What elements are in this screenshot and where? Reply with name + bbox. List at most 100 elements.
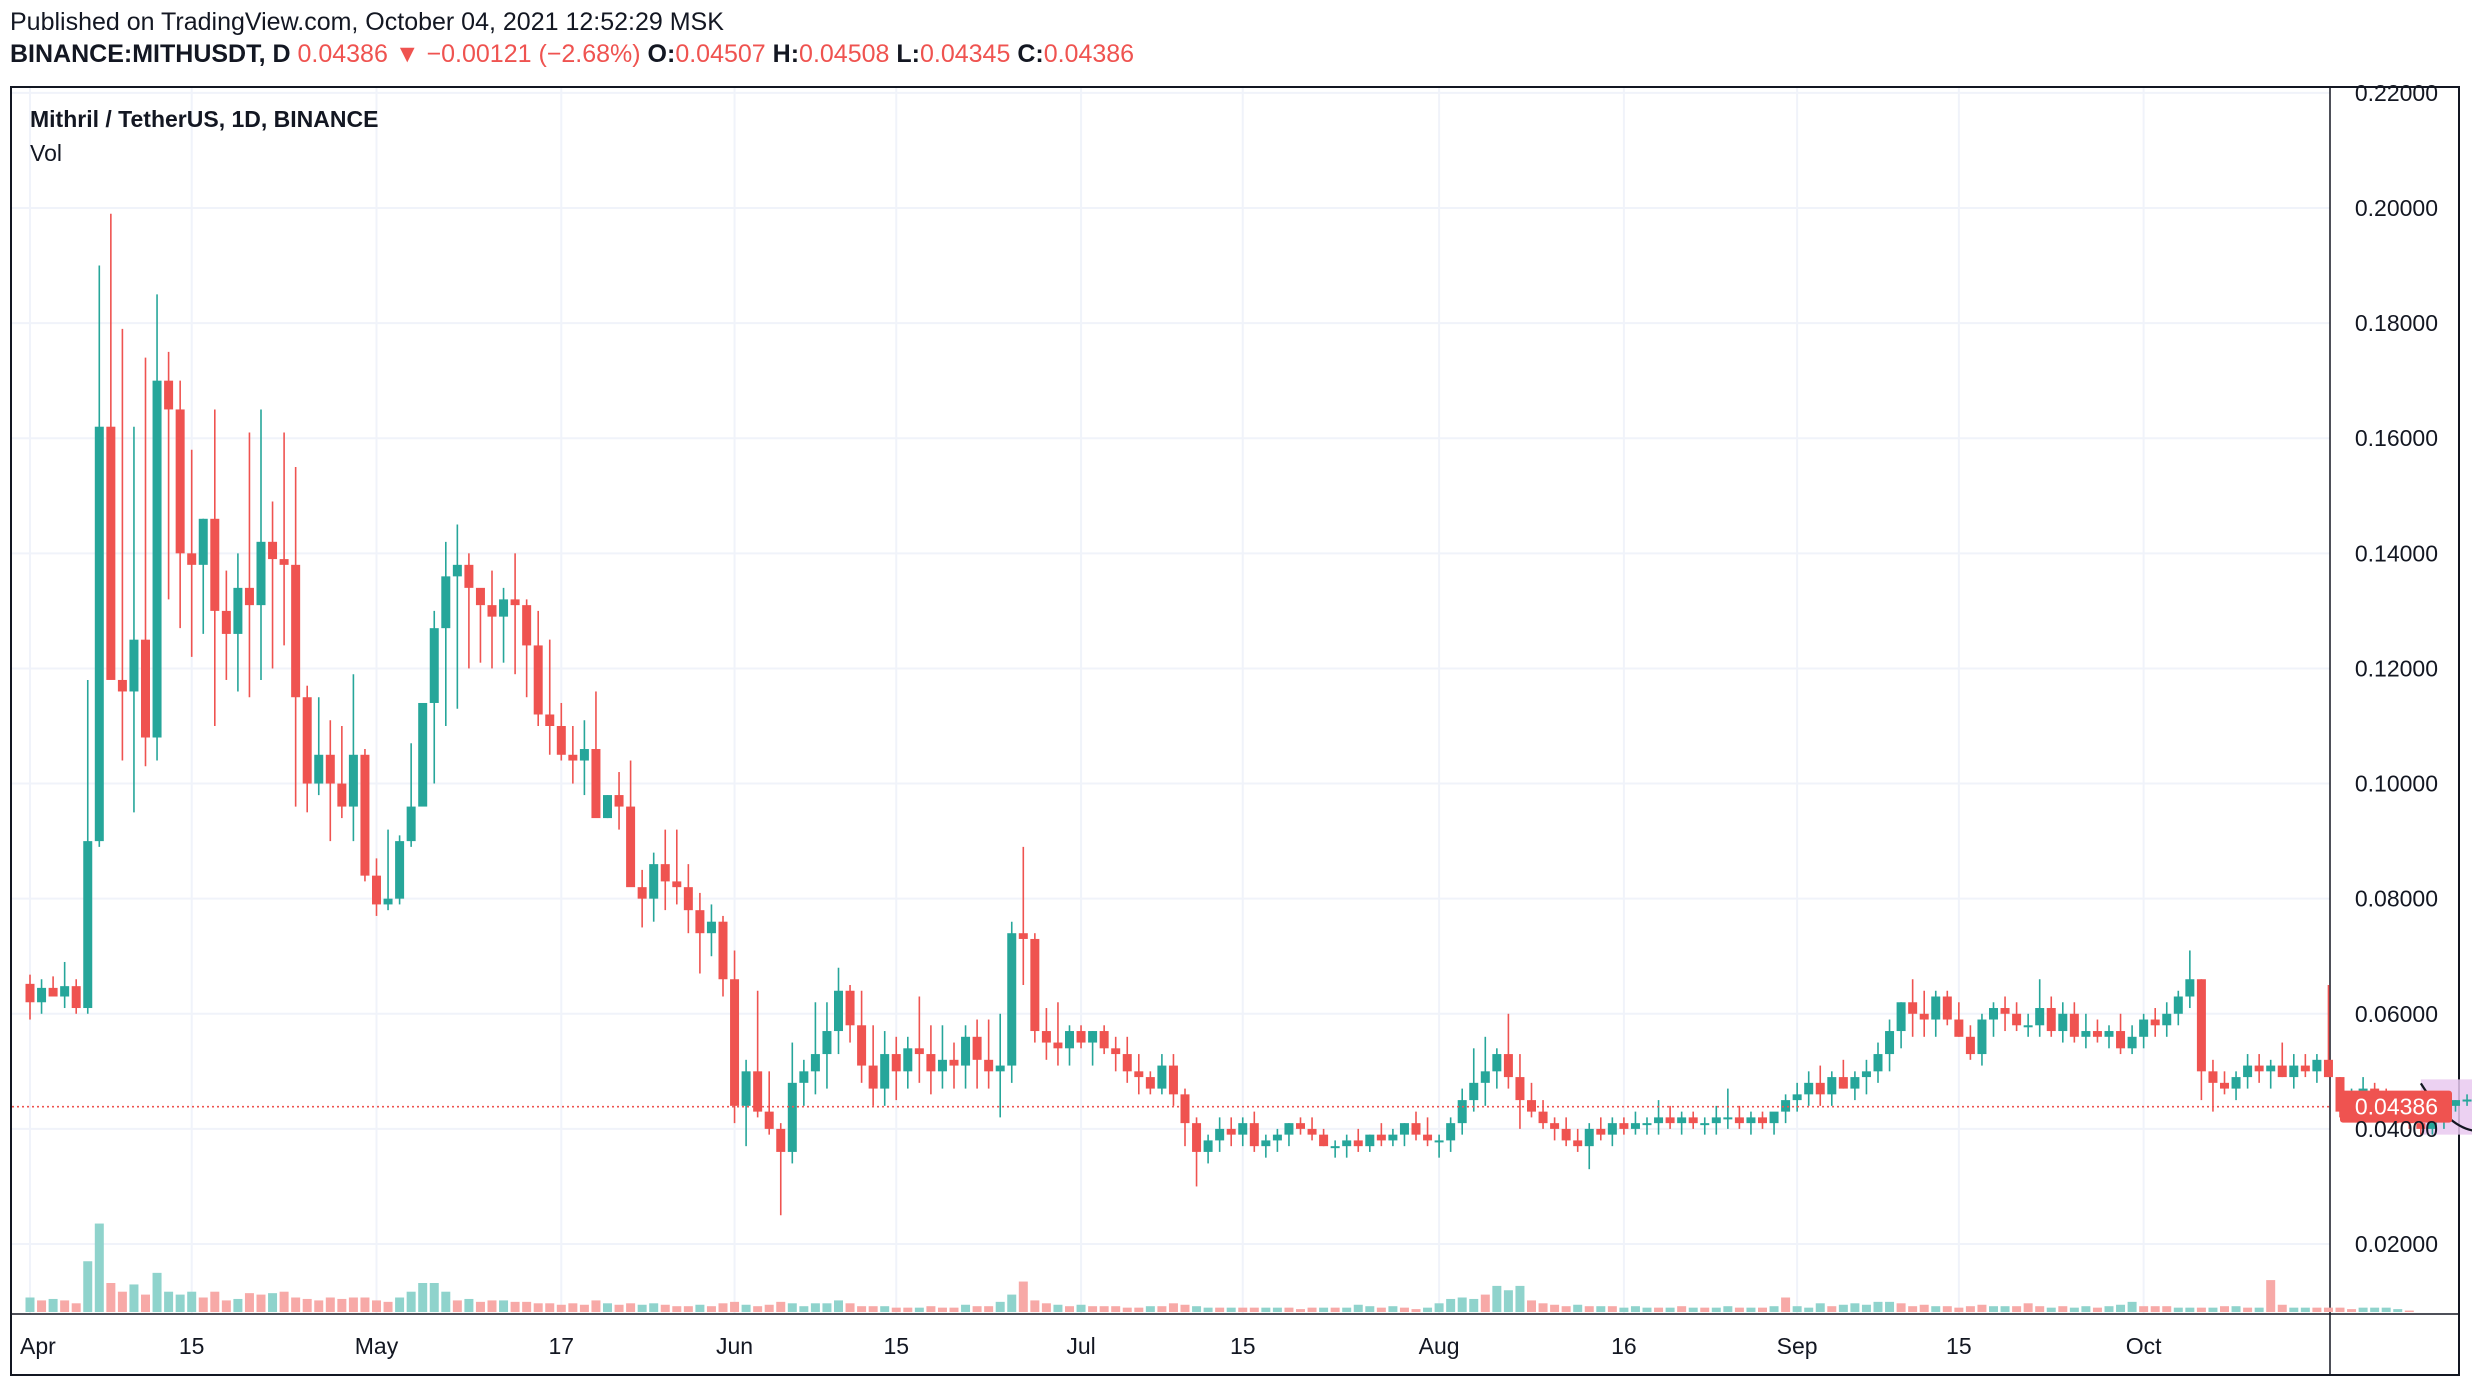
grid-lines	[12, 88, 2330, 1314]
volume-bar	[2185, 1307, 2195, 1312]
candle-body	[1180, 1094, 1190, 1124]
volume-bar	[406, 1291, 416, 1312]
down-arrow-icon: ▼	[394, 40, 420, 68]
volume-bar	[868, 1306, 878, 1312]
candle-body	[291, 564, 301, 698]
volume-bar	[2254, 1307, 2264, 1312]
candle-body	[1330, 1146, 1340, 1149]
candle-body	[429, 628, 439, 703]
volume-bar	[1238, 1307, 1248, 1312]
candle-body	[441, 576, 451, 629]
volume-bar	[395, 1297, 405, 1312]
volume-bar	[325, 1297, 335, 1312]
volume-bar	[2347, 1309, 2357, 1312]
candle-body	[2416, 1123, 2426, 1129]
volume-bar	[175, 1294, 185, 1312]
price-tag-label: 0.04386	[2355, 1094, 2438, 1120]
candle-body	[487, 605, 497, 617]
candle-body	[314, 754, 324, 784]
candle-body	[1619, 1123, 1629, 1129]
volume-bar	[822, 1303, 832, 1312]
volume-bar	[441, 1291, 451, 1312]
candle-body	[1053, 1042, 1063, 1049]
x-tick-label: Aug	[1419, 1333, 1460, 1359]
volume-bar	[1099, 1306, 1109, 1312]
candle-body	[1134, 1071, 1144, 1078]
candle-body	[1076, 1031, 1086, 1043]
volume-bar	[2069, 1307, 2079, 1312]
chart-frame[interactable]	[10, 86, 2460, 1376]
volume-bar	[2162, 1306, 2172, 1312]
x-tick-label: 15	[179, 1333, 205, 1359]
volume-bar	[117, 1291, 127, 1312]
volume-bar	[1630, 1306, 1640, 1312]
candle-body	[868, 1065, 878, 1089]
x-tick-label: Apr	[20, 1333, 56, 1359]
volume-bar	[25, 1297, 35, 1312]
x-tick-label: 17	[549, 1333, 575, 1359]
candle-body	[603, 795, 612, 819]
candle-body	[1111, 1048, 1121, 1055]
volume-bar	[94, 1223, 104, 1312]
candle-body	[1099, 1031, 1109, 1049]
candle-body	[2312, 1059, 2322, 1072]
candle-body	[706, 921, 716, 934]
candle-body	[1365, 1134, 1375, 1147]
volume-bar	[60, 1300, 70, 1312]
volume-bar	[695, 1304, 705, 1312]
candle-body	[660, 864, 670, 882]
volume-bar	[1838, 1304, 1848, 1312]
candle-body	[579, 749, 589, 761]
candle-body	[2173, 996, 2183, 1014]
volume-bar	[302, 1298, 312, 1312]
volume-bar	[1584, 1306, 1594, 1312]
volume-bar	[1134, 1307, 1144, 1312]
volume-bar	[2173, 1307, 2183, 1312]
candle-body	[2451, 1100, 2460, 1106]
candle-body	[1018, 933, 1028, 939]
candle-body	[1977, 1019, 1987, 1055]
volume-bar	[1203, 1307, 1213, 1312]
volume-bar	[2335, 1307, 2345, 1312]
volume-bar	[1781, 1297, 1791, 1312]
volume-bar	[164, 1291, 174, 1312]
volume-bar	[556, 1304, 566, 1312]
candle-body	[1157, 1065, 1167, 1089]
candle-body	[949, 1059, 959, 1066]
candle-body	[2196, 979, 2206, 1072]
y-tick-label: 0.02000	[2355, 1231, 2438, 1257]
candle-body	[1919, 1013, 1929, 1020]
volume-bar	[2243, 1307, 2253, 1312]
candle-body	[1723, 1117, 1733, 1120]
candle-body	[683, 887, 693, 911]
volume-bar	[1711, 1307, 1721, 1312]
candle-body	[106, 426, 116, 680]
volume-bar	[1088, 1306, 1098, 1312]
candle-body	[1192, 1123, 1202, 1152]
axis-dividers	[12, 88, 2458, 1374]
close-value: 0.04386	[1043, 40, 1135, 68]
volume-bar	[187, 1291, 197, 1312]
volume-bar	[1041, 1303, 1051, 1312]
volume-bar	[1873, 1301, 1883, 1312]
volume-bar	[1815, 1303, 1825, 1312]
volume-bar	[1053, 1304, 1063, 1312]
y-tick-label: 0.10000	[2355, 771, 2438, 797]
volume-bar	[914, 1307, 924, 1312]
volume-bar	[1469, 1298, 1479, 1312]
candle-body	[903, 1048, 913, 1072]
volume-bar	[1550, 1304, 1560, 1312]
volume-bars	[25, 1223, 2414, 1312]
candle-body	[937, 1059, 947, 1072]
volume-bar	[1480, 1294, 1490, 1312]
volume-bar	[1515, 1285, 1525, 1312]
volume-bar	[360, 1297, 370, 1312]
volume-bar	[2104, 1306, 2114, 1312]
candle-body	[221, 610, 231, 634]
y-tick-label: 0.08000	[2355, 886, 2438, 912]
open-value: 0.04507	[675, 40, 766, 68]
volume-bar	[464, 1298, 474, 1312]
candle-body	[175, 409, 185, 554]
volume-bar	[2404, 1310, 2414, 1312]
